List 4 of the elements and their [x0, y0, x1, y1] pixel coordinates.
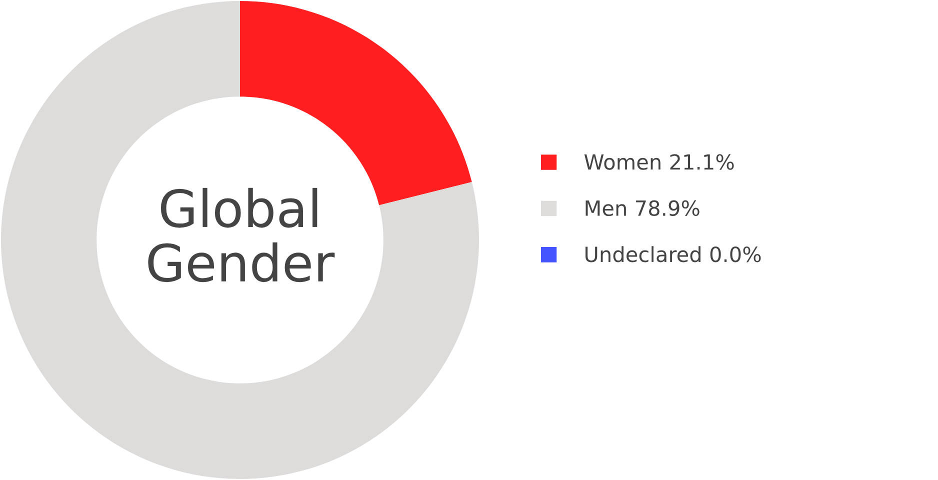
legend-label: Women 21.1% [584, 154, 734, 170]
text: Global Gender [148, 188, 335, 282]
legend-label: Undeclared 0.0% [586, 246, 761, 262]
legend-label: Men 78.9% [586, 200, 700, 216]
